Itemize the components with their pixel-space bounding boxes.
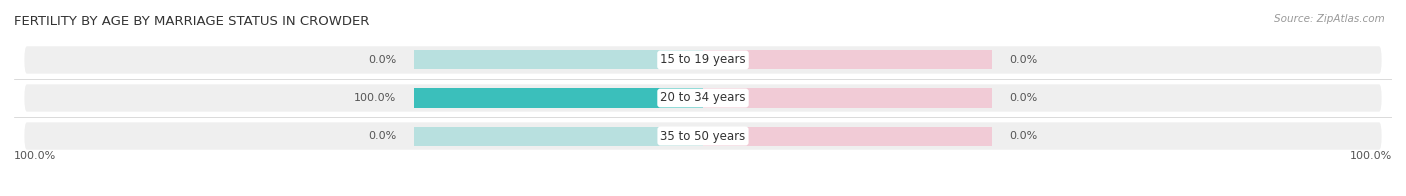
Text: 15 to 19 years: 15 to 19 years (661, 54, 745, 66)
Bar (413, 89, 703, 107)
Text: 35 to 50 years: 35 to 50 years (661, 130, 745, 142)
FancyBboxPatch shape (24, 46, 1382, 74)
Text: 20 to 34 years: 20 to 34 years (661, 92, 745, 104)
Text: Source: ZipAtlas.com: Source: ZipAtlas.com (1274, 14, 1385, 24)
Bar (413, 51, 703, 70)
Text: 0.0%: 0.0% (368, 55, 396, 65)
Bar (413, 126, 703, 145)
Bar (703, 51, 993, 70)
Text: 0.0%: 0.0% (1010, 55, 1038, 65)
Text: 0.0%: 0.0% (1010, 93, 1038, 103)
FancyBboxPatch shape (24, 122, 1382, 150)
Text: 0.0%: 0.0% (1010, 131, 1038, 141)
Text: 0.0%: 0.0% (368, 131, 396, 141)
Text: FERTILITY BY AGE BY MARRIAGE STATUS IN CROWDER: FERTILITY BY AGE BY MARRIAGE STATUS IN C… (14, 15, 370, 28)
Bar (703, 126, 993, 145)
Bar (413, 89, 703, 107)
Text: 100.0%: 100.0% (354, 93, 396, 103)
FancyBboxPatch shape (24, 84, 1382, 112)
Text: 100.0%: 100.0% (14, 151, 56, 161)
Text: 100.0%: 100.0% (1350, 151, 1392, 161)
Bar (703, 89, 993, 107)
